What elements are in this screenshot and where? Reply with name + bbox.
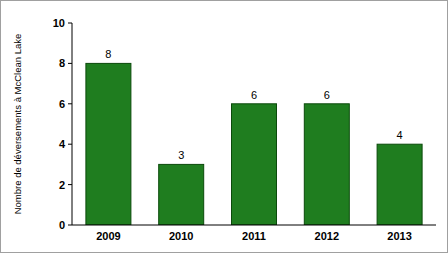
data-label: 3 <box>178 149 184 161</box>
chart-root: 0 2 4 6 8 10 2009 2010 2011 2012 2013 8 3 6 6 4 Nombre d… <box>0 0 448 253</box>
data-label: 8 <box>105 48 111 60</box>
y-tick-label: 0 <box>59 219 65 231</box>
y-tick-label: 2 <box>59 179 65 191</box>
data-label: 6 <box>251 89 257 101</box>
y-tick <box>68 225 72 226</box>
y-tick-label: 8 <box>59 57 65 69</box>
bar <box>86 63 131 225</box>
y-tick-label: 4 <box>59 138 66 150</box>
y-axis-label: Nombre de déversements à McClean Lake <box>12 34 23 215</box>
x-tick-label: 2012 <box>315 230 339 242</box>
y-tick <box>68 184 72 185</box>
chart-frame <box>1 1 448 253</box>
x-tick-label: 2010 <box>169 230 193 242</box>
data-label: 4 <box>397 129 403 141</box>
x-axis <box>72 225 436 226</box>
y-tick <box>68 103 72 104</box>
bar <box>304 104 349 225</box>
bar <box>232 104 277 225</box>
y-axis <box>72 23 73 225</box>
bar <box>159 164 204 225</box>
y-tick <box>68 23 72 24</box>
x-tick-label: 2009 <box>96 230 120 242</box>
bars <box>86 63 422 225</box>
y-tick-label: 10 <box>53 17 65 29</box>
x-tick-label: 2013 <box>387 230 411 242</box>
y-tick <box>68 63 72 64</box>
chart-svg: 0 2 4 6 8 10 2009 2010 2011 2012 2013 8 3 6 6 4 Nombre d… <box>0 0 448 253</box>
x-tick-label: 2011 <box>242 230 266 242</box>
data-label: 6 <box>324 89 330 101</box>
y-tick <box>68 144 72 145</box>
y-tick-label: 6 <box>59 98 65 110</box>
bar <box>377 144 422 225</box>
